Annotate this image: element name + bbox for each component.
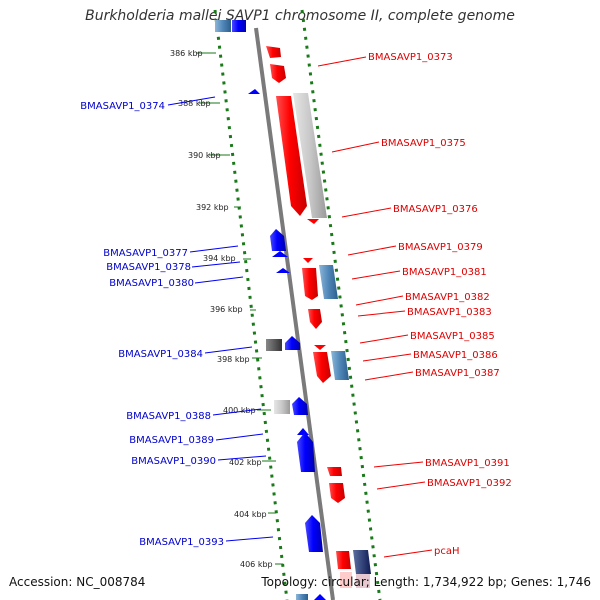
- gene-label[interactable]: BMASAVP1_0379: [398, 242, 483, 253]
- gene-label[interactable]: BMASAVP1_0378: [106, 262, 191, 273]
- leader-lines-forward: [317, 56, 433, 558]
- gene-label[interactable]: BMASAVP1_0380: [109, 278, 194, 289]
- gene-feature-dark: [266, 339, 282, 351]
- gene-feature-reverse[interactable]: [314, 594, 326, 600]
- gene-feature-reverse[interactable]: [248, 89, 260, 94]
- gene-feature-steel: [331, 351, 349, 380]
- gene-label[interactable]: BMASAVP1_0384: [118, 349, 203, 360]
- map-title: Burkholderia mallei SAVP1 chromosome II,…: [85, 8, 515, 24]
- track-border-outer-left: [213, 9, 289, 600]
- tick-label: 388 kbp: [178, 99, 211, 108]
- gene-feature-reverse[interactable]: [292, 397, 308, 415]
- tick-label: 386 kbp: [170, 49, 203, 58]
- gene-label[interactable]: BMASAVP1_0381: [402, 267, 487, 278]
- gene-label[interactable]: BMASAVP1_0392: [427, 478, 512, 489]
- gene-label[interactable]: BMASAVP1_0388: [126, 411, 211, 422]
- gene-feature-reverse[interactable]: [297, 428, 309, 435]
- leader-lines-reverse: [167, 96, 274, 542]
- tick-label: 398 kbp: [217, 355, 250, 364]
- gene-feature-forward[interactable]: [303, 258, 313, 263]
- gene-feature-forward[interactable]: [302, 268, 318, 300]
- accession-label: Accession: NC_008784: [9, 575, 146, 589]
- gene-feature-reverse[interactable]: [272, 251, 288, 257]
- tick-label: 400 kbp: [223, 406, 256, 415]
- gene-label[interactable]: BMASAVP1_0383: [407, 307, 492, 318]
- gene-feature-forward[interactable]: [308, 309, 322, 329]
- feature-top-blue: [232, 20, 246, 32]
- gene-feature-forward[interactable]: [314, 345, 326, 350]
- gene-feature-grey: [293, 93, 327, 218]
- gene-feature-reverse[interactable]: [305, 515, 323, 552]
- gene-feature-reverse[interactable]: [270, 229, 286, 251]
- track-border-inner-right: [300, 9, 382, 600]
- tick-label: 402 kbp: [229, 458, 262, 467]
- gene-feature-reverse[interactable]: [297, 432, 315, 472]
- gene-label[interactable]: pcaH: [434, 546, 460, 557]
- gene-feature-forward[interactable]: [266, 46, 281, 58]
- gene-label[interactable]: BMASAVP1_0373: [368, 52, 453, 63]
- gene-label[interactable]: BMASAVP1_0377: [103, 248, 188, 259]
- gene-feature-steel: [296, 594, 308, 600]
- kbp-ticks: [196, 52, 283, 565]
- gene-feature-forward[interactable]: [327, 467, 342, 476]
- tick-label: 406 kbp: [240, 560, 273, 569]
- tick-label: 404 kbp: [234, 510, 267, 519]
- tick-label: 390 kbp: [188, 151, 221, 160]
- gene-label[interactable]: BMASAVP1_0386: [413, 350, 498, 361]
- gene-feature-pale: [340, 572, 352, 588]
- topology-label: Topology: circular; Length: 1,734,922 bp…: [261, 575, 591, 589]
- gene-feature-pale: [356, 574, 370, 588]
- gene-feature-forward[interactable]: [276, 96, 307, 216]
- gene-label[interactable]: BMASAVP1_0391: [425, 458, 510, 469]
- gene-label[interactable]: BMASAVP1_0375: [381, 138, 466, 149]
- tick-label: 392 kbp: [196, 203, 229, 212]
- gene-feature-forward[interactable]: [336, 551, 351, 569]
- gene-feature-grey: [274, 400, 290, 414]
- gene-label[interactable]: BMASAVP1_0382: [405, 292, 490, 303]
- gene-feature-steel: [319, 265, 338, 299]
- gene-label[interactable]: BMASAVP1_0393: [139, 537, 224, 548]
- gene-feature-navy: [353, 550, 371, 574]
- feature-top-steel: [215, 20, 231, 32]
- gene-label[interactable]: BMASAVP1_0385: [410, 331, 495, 342]
- gene-label[interactable]: BMASAVP1_0390: [131, 456, 216, 467]
- gene-feature-forward[interactable]: [329, 483, 345, 503]
- gene-feature-reverse[interactable]: [276, 268, 290, 273]
- tick-label: 394 kbp: [203, 254, 236, 263]
- gene-label[interactable]: BMASAVP1_0389: [129, 435, 214, 446]
- gene-label[interactable]: BMASAVP1_0376: [393, 204, 478, 215]
- gene-feature-reverse[interactable]: [285, 336, 300, 350]
- gene-feature-forward[interactable]: [313, 352, 331, 383]
- gene-feature-forward[interactable]: [307, 219, 319, 224]
- tick-label: 396 kbp: [210, 305, 243, 314]
- gene-label[interactable]: BMASAVP1_0374: [80, 101, 165, 112]
- genome-backbone: [254, 27, 335, 600]
- gene-feature-forward[interactable]: [270, 64, 286, 83]
- gene-label[interactable]: BMASAVP1_0387: [415, 368, 500, 379]
